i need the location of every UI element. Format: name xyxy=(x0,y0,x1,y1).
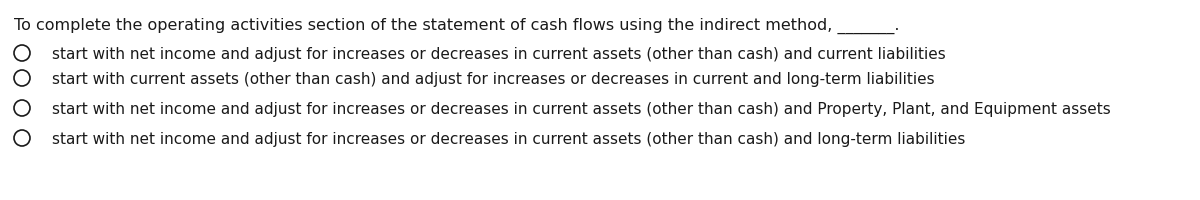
Text: start with net income and adjust for increases or decreases in current assets (o: start with net income and adjust for inc… xyxy=(52,47,946,62)
Text: start with net income and adjust for increases or decreases in current assets (o: start with net income and adjust for inc… xyxy=(52,132,965,147)
Text: start with net income and adjust for increases or decreases in current assets (o: start with net income and adjust for inc… xyxy=(52,102,1111,117)
Text: start with current assets (other than cash) and adjust for increases or decrease: start with current assets (other than ca… xyxy=(52,72,935,87)
Text: To complete the operating activities section of the statement of cash flows usin: To complete the operating activities sec… xyxy=(14,18,900,34)
